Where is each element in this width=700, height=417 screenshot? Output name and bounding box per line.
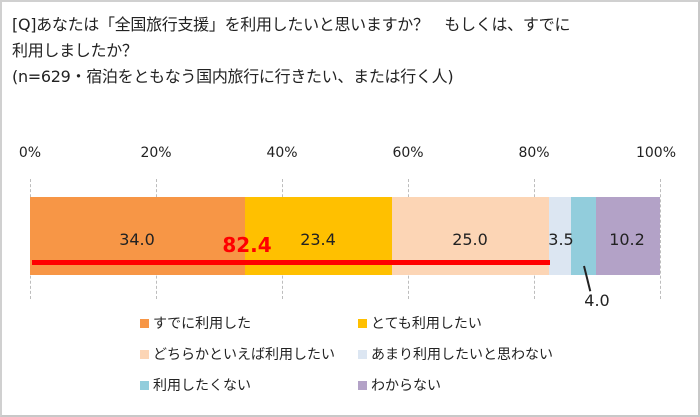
stacked-bar: 34.0 23.4 25.0 3.5 10.2	[30, 197, 660, 275]
axis-tick-60: 60%	[392, 145, 424, 161]
legend-item: 利用したくない	[140, 375, 251, 395]
legend-item: どちらかといえば利用したい	[140, 344, 335, 364]
legend-label: わからない	[371, 378, 441, 394]
total-label: 82.4	[222, 233, 272, 257]
segment-value: 23.4	[300, 230, 336, 249]
legend-swatch	[140, 349, 149, 359]
legend-label: とても利用したい	[371, 316, 482, 332]
legend-swatch	[140, 318, 149, 328]
legend-swatch	[358, 380, 367, 390]
segment-value-outside: 4.0	[584, 291, 610, 310]
legend-label: どちらかといえば利用したい	[153, 347, 335, 363]
axis-tick-100: 100%	[635, 145, 677, 161]
legend-item: すでに利用した	[140, 313, 251, 333]
segment-value: 34.0	[119, 230, 155, 249]
legend-item: わからない	[358, 375, 441, 395]
segment-not-much	[549, 197, 571, 275]
segment-value: 25.0	[452, 230, 488, 249]
axis-tick-80: 80%	[518, 145, 550, 161]
title-line-3: (n=629・宿泊をともなう国内旅行に行きたい、または行く人)	[12, 67, 454, 86]
legend-swatch	[140, 380, 149, 390]
legend-label: 利用したくない	[153, 378, 251, 394]
legend-label: あまり利用したいと思わない	[371, 347, 553, 363]
total-underline	[32, 260, 550, 265]
segment-dont-want	[571, 197, 596, 275]
legend-swatch	[358, 349, 367, 359]
legend-item: あまり利用したいと思わない	[358, 344, 553, 364]
legend-swatch	[358, 318, 367, 328]
title-line-2: 利用しましたか？	[12, 41, 138, 60]
axis-tick-0: 0%	[18, 145, 42, 161]
segment-value: 3.5	[548, 230, 574, 249]
segment-value: 10.2	[609, 230, 645, 249]
legend-item: とても利用したい	[358, 313, 482, 333]
legend-label: すでに利用した	[153, 316, 252, 332]
chart-title: [Q]あなたは「全国旅行支援」を利用したいと思いますか？ もしくは、すでに 利用…	[12, 12, 570, 90]
axis-tick-20: 20%	[140, 145, 172, 161]
segment-unknown	[596, 197, 660, 275]
title-line-1: [Q]あなたは「全国旅行支援」を利用したいと思いますか？ もしくは、すでに	[12, 15, 571, 34]
axis-tick-40: 40%	[266, 145, 298, 161]
gridline	[660, 179, 661, 299]
